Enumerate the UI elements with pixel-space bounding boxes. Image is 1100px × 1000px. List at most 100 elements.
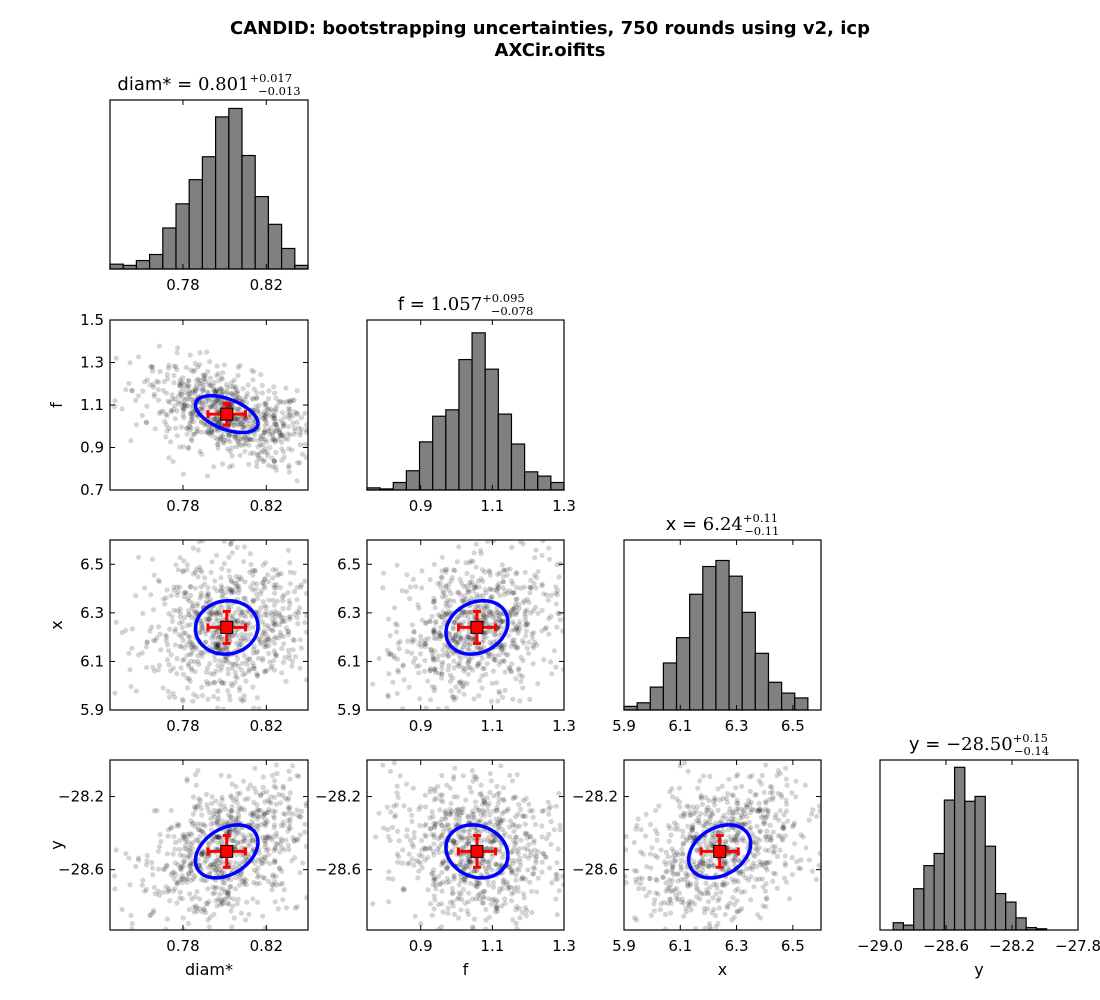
scatter-point — [781, 825, 787, 832]
scatter-point — [232, 673, 239, 680]
scatter-point — [535, 849, 541, 855]
scatter-point — [444, 566, 450, 573]
scatter-point — [427, 577, 433, 583]
scatter-point — [439, 870, 445, 876]
scatter-point — [187, 394, 193, 400]
best-fit-marker — [220, 407, 234, 421]
scatter-point — [297, 637, 303, 643]
scatter-point — [483, 618, 489, 624]
scatter-point — [439, 862, 445, 868]
scatter-point — [184, 685, 191, 691]
scatter-point — [189, 605, 195, 611]
scatter-point — [263, 847, 269, 854]
scatter-point — [224, 385, 230, 391]
scatter-point — [180, 831, 186, 838]
scatter-point — [496, 652, 502, 658]
scatter-point — [479, 801, 486, 807]
scatter-point — [140, 610, 146, 617]
scatter-point — [423, 620, 429, 626]
scatter-point — [190, 409, 196, 416]
scatter-point — [700, 858, 706, 864]
scatter-point — [438, 797, 444, 803]
scatter-point — [215, 441, 221, 447]
scatter-point — [233, 581, 239, 587]
scatter-point — [264, 420, 270, 427]
y-axis-label: f — [47, 402, 66, 408]
scatter-point — [265, 462, 272, 468]
scatter-point — [763, 864, 769, 871]
scatter-point — [294, 904, 300, 910]
scatter-point — [444, 598, 450, 605]
scatter-point — [294, 584, 300, 591]
scatter-point — [241, 836, 248, 842]
scatter-point — [723, 838, 729, 844]
scatter-point — [685, 768, 691, 774]
histogram-bar — [175, 203, 190, 270]
scatter-point — [728, 837, 734, 843]
scatter-point — [182, 389, 188, 396]
scatter-point — [720, 795, 726, 802]
scatter-point — [246, 424, 252, 431]
y-tick-label: 6.3 — [80, 604, 104, 622]
scatter-point — [201, 372, 208, 378]
scatter-point — [211, 464, 217, 470]
scatter-point — [410, 844, 416, 850]
scatter-point — [281, 641, 287, 647]
scatter-point — [431, 841, 437, 847]
scatter-point — [509, 857, 515, 863]
scatter-point — [240, 832, 246, 838]
scatter-point — [678, 877, 685, 883]
scatter-point — [195, 376, 201, 382]
scatter-point — [234, 388, 240, 394]
scatter-point — [254, 459, 260, 465]
scatter-point — [232, 630, 238, 636]
scatter-point — [439, 614, 445, 620]
scatter-point — [205, 591, 212, 597]
scatter-point — [236, 804, 242, 810]
scatter-point — [258, 860, 264, 866]
scatter-point — [149, 368, 156, 374]
scatter-point — [464, 583, 470, 589]
scatter-point — [202, 575, 208, 581]
scatter-point — [431, 656, 437, 662]
scatter-point — [698, 891, 705, 897]
scatter-point — [514, 772, 520, 778]
scatter-point — [304, 422, 308, 428]
scatter-point — [179, 404, 185, 410]
scatter-point — [213, 867, 219, 873]
scatter-point — [782, 853, 788, 859]
scatter-point — [483, 868, 489, 874]
scatter-point — [639, 875, 645, 882]
scatter-point — [446, 879, 452, 885]
scatter-point — [225, 890, 231, 896]
scatter-point — [522, 821, 528, 827]
scatter-point — [290, 636, 296, 643]
scatter-point — [676, 799, 683, 805]
scatter-point — [706, 797, 712, 804]
scatter-point — [686, 899, 692, 905]
scatter-point — [262, 812, 268, 818]
scatter-point — [486, 865, 492, 871]
scatter-point — [435, 783, 441, 790]
scatter-point — [262, 622, 268, 628]
scatter-point — [218, 583, 224, 589]
scatter-point — [198, 418, 204, 424]
scatter-point — [700, 856, 706, 862]
scatter-point — [709, 910, 715, 916]
scatter-point — [704, 887, 710, 893]
scatter-point — [184, 562, 190, 568]
scatter-point — [187, 634, 193, 640]
scatter-point — [453, 639, 459, 645]
scatter-point — [506, 884, 512, 890]
scatter-point — [135, 652, 142, 658]
scatter-point — [782, 862, 789, 868]
scatter-point — [181, 558, 187, 564]
scatter-point — [691, 835, 697, 841]
scatter-point — [757, 859, 763, 865]
scatter-point — [775, 790, 781, 796]
scatter-point — [534, 575, 540, 581]
scatter-point — [458, 907, 464, 913]
scatter-point — [202, 422, 208, 428]
scatter-point — [561, 667, 564, 673]
scatter-point — [493, 807, 500, 814]
